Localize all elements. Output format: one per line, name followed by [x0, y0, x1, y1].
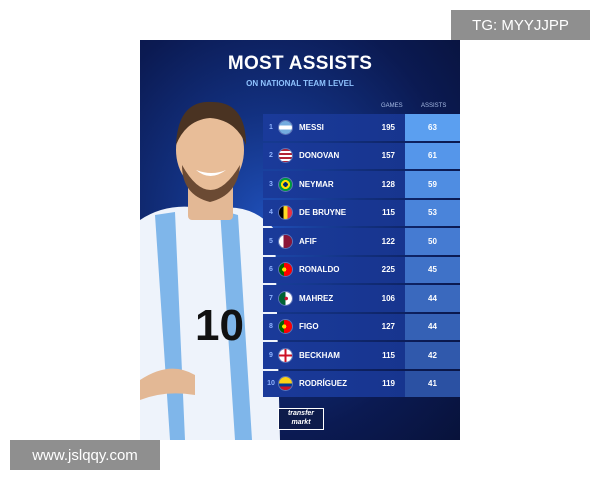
- player-name: NEYMAR: [299, 179, 334, 189]
- rank: 6: [269, 266, 273, 274]
- assists-value: 63: [405, 114, 460, 141]
- table-row: 3 NEYMAR 128 59: [263, 171, 460, 198]
- watermark-bottom-left: www.jslqqy.com: [10, 440, 160, 470]
- rank: 10: [267, 380, 275, 388]
- infographic-poster: 10 MOST ASSISTS ON NATIONAL TEAM LEVEL G…: [140, 40, 460, 440]
- assists-value: 42: [405, 342, 460, 369]
- poster-subtitle: ON NATIONAL TEAM LEVEL: [246, 79, 354, 88]
- assists-value: 59: [405, 171, 460, 198]
- games-value: 157: [381, 151, 395, 161]
- rank: 3: [269, 180, 273, 188]
- assists-value: 61: [405, 142, 460, 169]
- assists-value: 44: [405, 285, 460, 312]
- colombia-flag-icon: [279, 377, 292, 391]
- games-value: 119: [382, 379, 395, 389]
- brazil-flag-icon: [279, 177, 292, 191]
- table-row: 4 DE BRUYNE 115 53: [263, 199, 460, 226]
- assists-value: 44: [405, 313, 460, 340]
- player-name: DONOVAN: [299, 151, 340, 161]
- ranking-table: 1 MESSI 195 63 2 DONOVAN 157 61 3 NEYMAR 1…: [263, 114, 460, 399]
- table-row: 1 MESSI 195 63: [263, 114, 460, 141]
- poster-title: MOST ASSISTS: [227, 53, 373, 74]
- games-value: 195: [381, 122, 395, 132]
- player-name: RODRÍGUEZ: [299, 379, 347, 389]
- player-name: AFIF: [299, 236, 317, 246]
- table-row: 6 RONALDO 225 45: [263, 256, 460, 283]
- games-value: 115: [382, 350, 395, 360]
- table-row: 5 AFIF 122 50: [263, 228, 460, 255]
- player-name: RONALDO: [299, 265, 340, 275]
- jersey-number: 10: [195, 301, 244, 350]
- argentina-flag-icon: [279, 120, 292, 134]
- usa-flag-icon: [279, 149, 292, 163]
- transfermarkt-logo: transfer markt: [278, 408, 324, 430]
- rank: 8: [269, 323, 273, 331]
- games-value: 115: [382, 208, 395, 218]
- portugal-flag-icon: [279, 320, 292, 334]
- table-row: 8 FIGO 127 44: [263, 313, 460, 340]
- rank: 9: [269, 351, 273, 359]
- belgium-flag-icon: [279, 206, 292, 220]
- player-name: MESSI: [299, 122, 324, 132]
- table-row: 10 RODRÍGUEZ 119 41: [263, 370, 460, 397]
- algeria-flag-icon: [279, 291, 292, 305]
- rank: 2: [269, 152, 273, 160]
- table-row: 7 MAHREZ 106 44: [263, 285, 460, 312]
- assists-value: 53: [405, 199, 460, 226]
- player-name: FIGO: [299, 322, 319, 332]
- rank: 5: [269, 237, 273, 245]
- assists-value: 50: [405, 228, 460, 255]
- table-row: 9 BECKHAM 115 42: [263, 342, 460, 369]
- player-photo: 10: [140, 101, 280, 440]
- games-value: 106: [381, 293, 395, 303]
- player-name: MAHREZ: [299, 293, 334, 303]
- qatar-flag-icon: [279, 234, 292, 248]
- england-flag-icon: [279, 348, 292, 362]
- rank: 4: [269, 209, 273, 217]
- player-name: BECKHAM: [299, 350, 340, 360]
- assists-value: 41: [405, 370, 460, 397]
- assists-value: 45: [405, 256, 460, 283]
- player-name: DE BRUYNE: [299, 208, 347, 218]
- games-value: 225: [381, 265, 395, 275]
- watermark-top-right: TG: MYYJJPP: [451, 10, 590, 40]
- games-value: 128: [381, 179, 395, 189]
- table-row: 2 DONOVAN 157 61: [263, 142, 460, 169]
- rank: 7: [269, 294, 273, 302]
- portugal-flag-icon: [279, 263, 292, 277]
- games-value: 122: [381, 236, 395, 246]
- rank: 1: [269, 123, 273, 131]
- games-header: GAMES: [381, 103, 403, 109]
- games-value: 127: [381, 322, 395, 332]
- assists-header: ASSISTS: [421, 103, 447, 109]
